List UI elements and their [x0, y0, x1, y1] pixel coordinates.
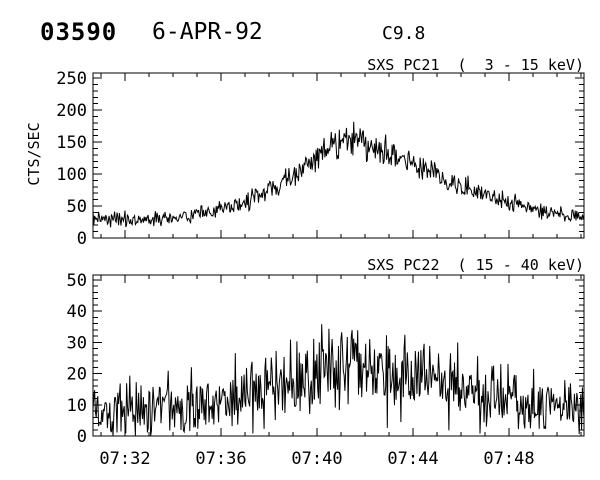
goes-class: C9.8 [382, 23, 426, 44]
y-tick-label: 100 [56, 165, 87, 185]
y-tick-label: 50 [67, 271, 87, 291]
x-tick-label: 07:44 [387, 449, 438, 469]
y-tick-label: 0 [77, 229, 87, 249]
x-tick-label: 07:40 [291, 449, 342, 469]
plot-frame [92, 72, 585, 239]
y-tick-label: 40 [67, 302, 87, 322]
y-tick-label: 20 [67, 365, 87, 385]
y-tick-label: 30 [67, 333, 87, 353]
flare-number: 03590 [40, 18, 118, 46]
light-curve-sxs-pc22 [93, 324, 584, 436]
x-tick-label: 07:32 [99, 449, 150, 469]
plot-sxs-pc21: 0 50 100 150 200 250 [56, 69, 585, 249]
y-tick-label: 150 [56, 133, 87, 153]
y-tick-label: 50 [67, 197, 87, 217]
observation-date: 6-APR-92 [152, 19, 263, 45]
y-tick-label: 10 [67, 396, 87, 416]
plot-sxs-pc22: 0 10 20 30 40 50 [67, 271, 585, 447]
plot1-title: SXS PC21 ( 3 - 15 keV) [367, 56, 584, 74]
light-curve-sxs-pc21 [93, 121, 584, 228]
plot2-title: SXS PC22 ( 15 - 40 keV) [367, 256, 584, 274]
y-tick-label: 250 [56, 69, 87, 89]
plot-frame [92, 274, 585, 437]
x-tick-label: 07:48 [483, 449, 534, 469]
y-tick-label: 0 [77, 427, 87, 447]
y-tick-label: 200 [56, 101, 87, 121]
x-tick-label: 07:36 [195, 449, 246, 469]
